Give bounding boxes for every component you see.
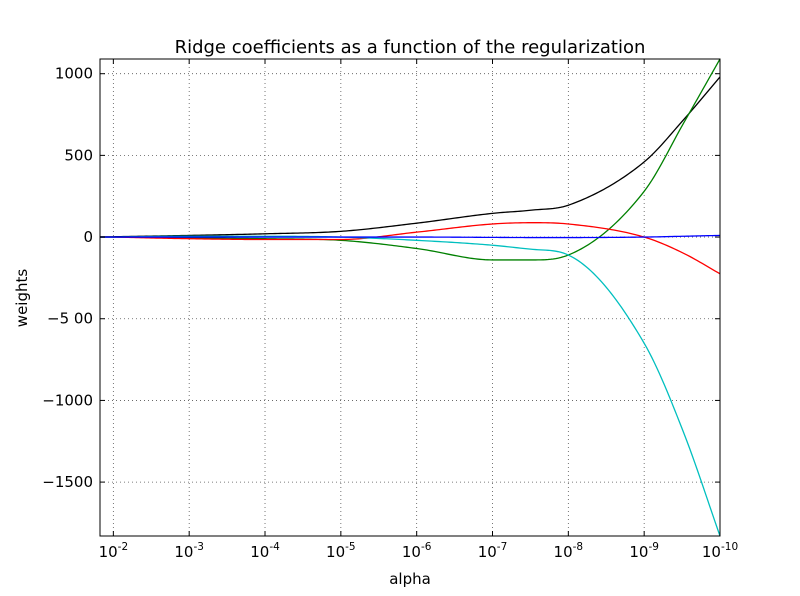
grid: [100, 59, 721, 536]
x-tick-label: 10-7: [478, 541, 508, 561]
y-tick-label: 500: [64, 146, 93, 164]
y-tick-label: −5 00: [47, 310, 93, 328]
x-tick-label: 10-5: [326, 541, 356, 561]
series-line-5: [100, 234, 721, 239]
x-tick-label: 10-10: [702, 541, 738, 561]
y-tick-label: 1000: [55, 65, 93, 83]
y-axis-label: weights: [13, 269, 31, 328]
series-group: [100, 58, 721, 537]
y-tick-label: 0: [83, 228, 93, 246]
plot-frame: [99, 58, 721, 537]
ticks: 10-2 10-3 10-4 10-5 10-6 10-7 10-8 10-9 10-10 100…: [42, 59, 738, 561]
x-tick-label: 10-9: [629, 541, 659, 561]
y-tick-label: −1500: [42, 473, 93, 491]
x-axis-label: alpha: [389, 570, 431, 588]
x-tick-label: 10-8: [554, 541, 584, 561]
y-tick-label: −1000: [42, 391, 93, 409]
x-tick-label: 10-2: [99, 541, 129, 561]
series-line-4: [100, 235, 721, 537]
x-tick-label: 10-4: [250, 541, 280, 561]
series-line-1: [100, 76, 721, 238]
x-tick-label: 10-3: [174, 541, 204, 561]
series-line-3: [100, 222, 721, 275]
series-line-2: [100, 58, 721, 261]
chart-title: Ridge coefficients as a function of the …: [175, 37, 646, 58]
x-tick-label: 10-6: [402, 541, 432, 561]
